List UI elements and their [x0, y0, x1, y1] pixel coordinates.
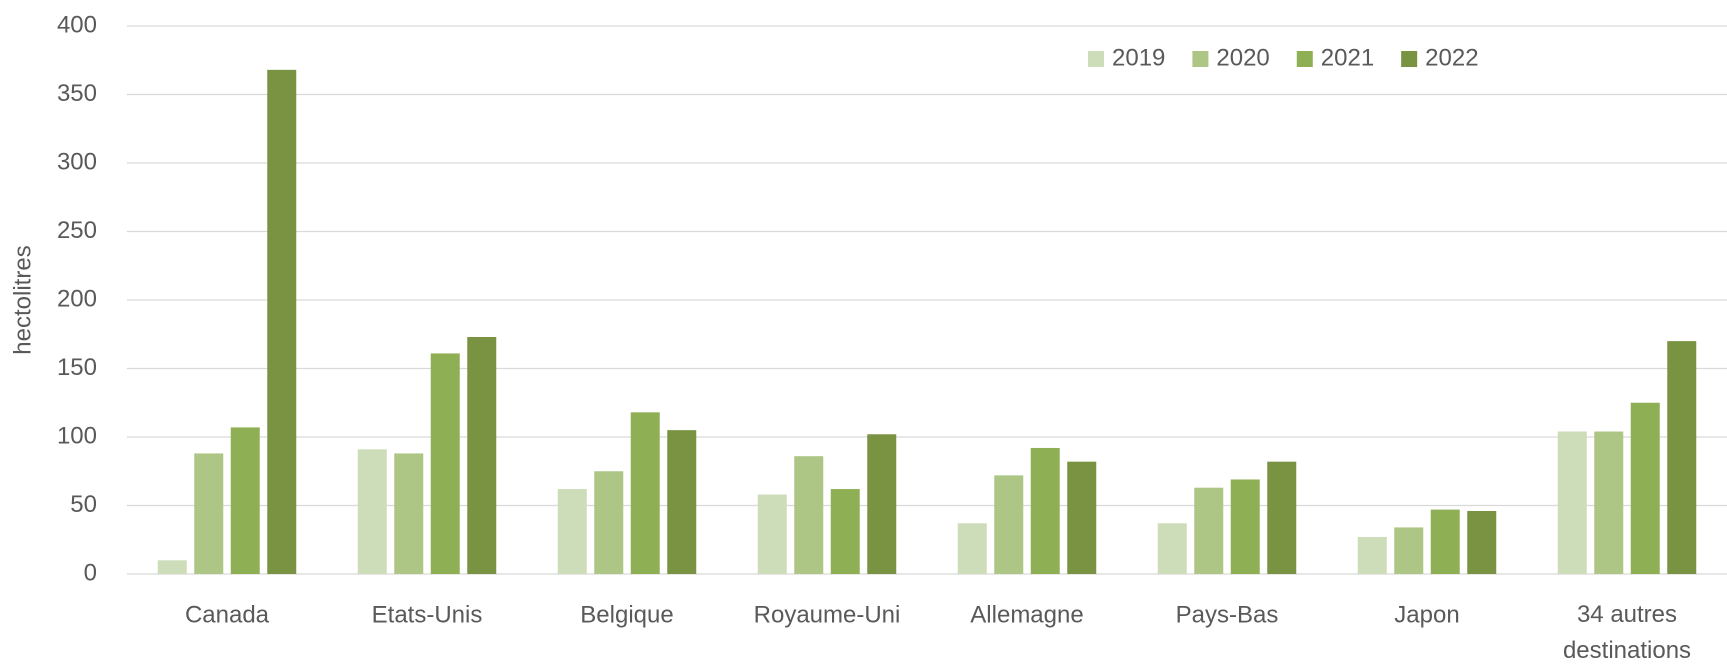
- x-tick-label: Belgique: [580, 601, 673, 628]
- y-tick-label: 350: [57, 80, 97, 107]
- bar: [194, 453, 224, 574]
- legend-swatch: [1401, 51, 1418, 67]
- y-axis-label: hectolitres: [9, 245, 36, 354]
- legend-swatch: [1088, 51, 1104, 67]
- bar: [1030, 447, 1060, 574]
- bar: [1594, 431, 1624, 574]
- bar: [594, 471, 624, 574]
- bar: [357, 449, 387, 574]
- x-tick-label: Canada: [185, 601, 270, 628]
- bar: [467, 336, 497, 574]
- bar: [1230, 479, 1260, 574]
- bar: [957, 523, 987, 574]
- y-tick-label: 300: [57, 148, 97, 175]
- bar: [1430, 509, 1460, 574]
- bar: [1667, 341, 1697, 574]
- bar: [667, 430, 697, 574]
- x-tick-label: 34 autres destinations: [1563, 601, 1691, 664]
- bar: [1267, 461, 1297, 574]
- x-tick-label-line: 34 autres: [1577, 601, 1677, 628]
- bar: [1630, 402, 1660, 574]
- y-tick-label: 0: [84, 559, 97, 586]
- bar: [267, 69, 297, 574]
- legend-label: 2020: [1216, 44, 1269, 71]
- bar: [867, 434, 897, 574]
- x-tick-label: Etats-Unis: [372, 601, 483, 628]
- bar: [157, 560, 187, 574]
- bar: [230, 427, 260, 574]
- legend-swatch: [1192, 51, 1209, 67]
- y-tick-label: 100: [57, 422, 97, 449]
- y-tick-label: 200: [57, 285, 97, 312]
- legend-label: 2019: [1112, 44, 1165, 71]
- bar: [557, 489, 587, 574]
- bar: [1357, 537, 1387, 574]
- y-tick-label: 150: [57, 354, 97, 381]
- x-tick-label: Allemagne: [970, 601, 1083, 628]
- bar: [1467, 510, 1497, 574]
- y-tick-label: 400: [57, 11, 97, 38]
- bar: [1194, 487, 1224, 574]
- bar: [994, 475, 1024, 574]
- bar: [1067, 461, 1097, 574]
- x-tick-label: Royaume-Uni: [754, 601, 901, 628]
- bar: [630, 412, 660, 574]
- bar: [830, 489, 860, 574]
- bar: [1557, 431, 1587, 574]
- x-tick-label-line: destinations: [1563, 637, 1691, 664]
- bar: [394, 453, 424, 574]
- y-tick-label: 250: [57, 217, 97, 244]
- bar: [1157, 523, 1187, 574]
- bar: [794, 456, 824, 574]
- bar: [430, 353, 460, 574]
- x-tick-label: Japon: [1394, 601, 1459, 628]
- legend-swatch: [1296, 51, 1313, 67]
- legend-label: 2021: [1321, 44, 1374, 71]
- bar: [1394, 527, 1424, 574]
- y-tick-label: 50: [70, 491, 97, 518]
- legend-label: 2022: [1425, 44, 1478, 71]
- bar: [757, 494, 787, 574]
- x-tick-label: Pays-Bas: [1176, 601, 1279, 628]
